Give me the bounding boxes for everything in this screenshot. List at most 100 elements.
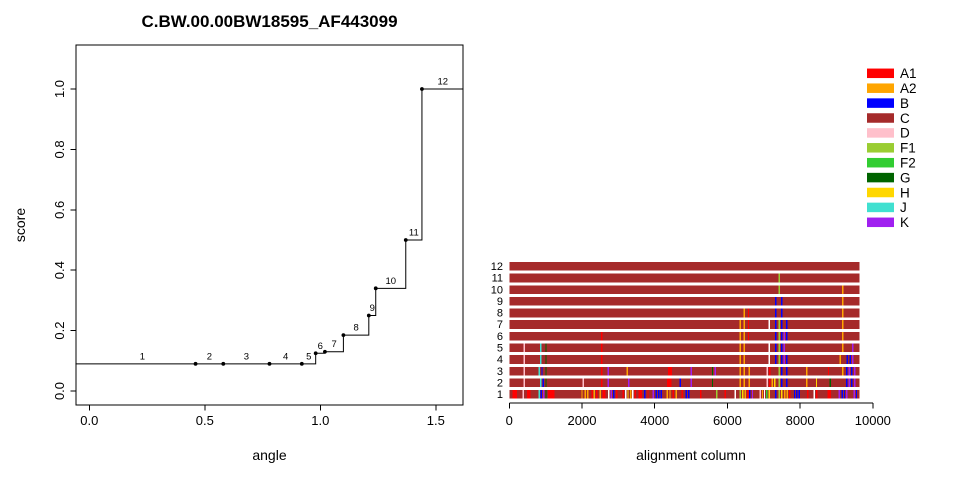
alignment-stripe: [775, 343, 777, 353]
step-point-label: 4: [283, 351, 288, 362]
alignment-bar-row: [509, 296, 860, 306]
alignment-stripe: [768, 355, 770, 364]
alignment-bar-row: [509, 366, 860, 376]
alignment-stripe: [743, 355, 745, 364]
alignment-stripe: [846, 355, 848, 364]
alignment-stripe: [666, 390, 668, 399]
alignment-bar-row: [509, 378, 860, 388]
alignment-stripe: [781, 331, 783, 341]
alignment-stripe: [783, 343, 785, 353]
legend-swatch-C: [867, 113, 894, 123]
alignment-stripe: [644, 390, 646, 399]
alignment-stripe: [523, 355, 525, 364]
alignment-stripe: [781, 343, 783, 353]
x-tick-label: 1.5: [427, 413, 445, 428]
alignment-stripe: [841, 296, 844, 306]
alignment-stripe: [781, 355, 783, 364]
alignment-stripe: [778, 355, 780, 364]
step-point-label: 1: [140, 351, 145, 362]
alignment-stripe: [690, 378, 692, 388]
legend-swatch-B: [867, 98, 894, 108]
alignment-stripe: [647, 390, 649, 399]
alignment-stripe: [785, 355, 788, 364]
alignment-stripe: [652, 390, 654, 399]
alignment-bar-row: [509, 285, 860, 294]
legend-label: B: [900, 96, 909, 111]
alignment-stripe: [852, 343, 854, 353]
alignment-stripe: [781, 320, 783, 329]
alignment-stripe: [688, 390, 690, 399]
alignment-stripe: [591, 390, 593, 399]
alignment-stripe: [853, 390, 856, 399]
x-tick-label: 4000: [640, 413, 669, 428]
alignment-stripe: [829, 378, 832, 388]
alignment-stripe: [593, 390, 596, 399]
alignment-stripe: [807, 390, 809, 399]
alignment-stripe: [600, 331, 603, 341]
alignment-stripe: [749, 390, 751, 399]
row-label: 12: [491, 261, 503, 273]
alignment-stripe: [690, 366, 692, 376]
row-label: 5: [497, 342, 503, 354]
alignment-stripe: [714, 366, 716, 376]
alignment-stripe: [739, 378, 741, 388]
legend-swatch-G: [867, 172, 894, 183]
legend-label: A1: [900, 66, 917, 81]
alignment-stripe: [628, 378, 630, 388]
alignment-bar-row: [509, 355, 860, 364]
legend-label: J: [900, 200, 907, 215]
alignment-stripe: [785, 331, 788, 341]
alignment-bar-row: [509, 390, 860, 399]
alignment-stripe: [773, 378, 776, 388]
alignment-stripe: [612, 390, 615, 399]
left-chart-title: C.BW.00.00BW18595_AF443099: [141, 12, 398, 31]
alignment-stripe: [785, 366, 788, 376]
alignment-stripe: [743, 331, 745, 341]
right-chart-xlabel: alignment column: [636, 447, 746, 463]
y-tick-label: 0.2: [52, 322, 67, 340]
alignment-stripe: [841, 366, 844, 376]
alignment-stripe: [845, 366, 848, 376]
alignment-stripe: [607, 366, 609, 376]
alignment-stripe: [675, 390, 677, 399]
alignment-stripe: [839, 355, 841, 364]
alignment-stripe: [841, 390, 843, 399]
step-point-label: 10: [385, 276, 396, 287]
alignment-stripe: [783, 355, 785, 364]
alignment-stripe: [668, 366, 672, 376]
alignment-stripe: [608, 390, 610, 399]
alignment-stripe: [778, 331, 780, 341]
alignment-stripe: [783, 390, 786, 399]
step-dot: [299, 361, 304, 366]
alignment-stripe: [632, 390, 634, 399]
x-tick-label: 8000: [786, 413, 815, 428]
alignment-stripe: [711, 366, 714, 376]
alignment-stripe: [771, 378, 773, 388]
alignment-stripe: [743, 378, 745, 388]
legend-label: C: [900, 111, 910, 126]
y-tick-label: 0.8: [52, 140, 67, 158]
legend-swatch-F2: [867, 157, 894, 168]
alignment-stripe: [523, 378, 525, 388]
alignment-stripe: [540, 390, 543, 399]
alignment-stripe: [739, 320, 741, 329]
legend-label: K: [900, 215, 909, 230]
alignment-stripe: [685, 390, 688, 399]
alignment-stripe: [547, 390, 555, 399]
alignment-stripe: [540, 343, 542, 353]
alignment-stripe: [545, 355, 547, 364]
alignment-stripe: [793, 390, 796, 399]
y-tick-label: 1.0: [52, 80, 67, 98]
x-tick-label: 10000: [855, 413, 891, 428]
alignment-stripe: [846, 390, 848, 399]
alignment-stripe: [747, 320, 750, 329]
step-dot: [403, 238, 408, 242]
alignment-stripe: [523, 366, 525, 376]
alignment-stripe: [739, 366, 741, 376]
alignment-stripe: [852, 355, 854, 364]
alignment-stripe: [624, 390, 627, 399]
alignment-stripe: [843, 390, 846, 399]
alignment-stripe: [545, 378, 547, 388]
alignment-stripe: [763, 390, 766, 399]
alignment-stripe: [669, 390, 671, 399]
